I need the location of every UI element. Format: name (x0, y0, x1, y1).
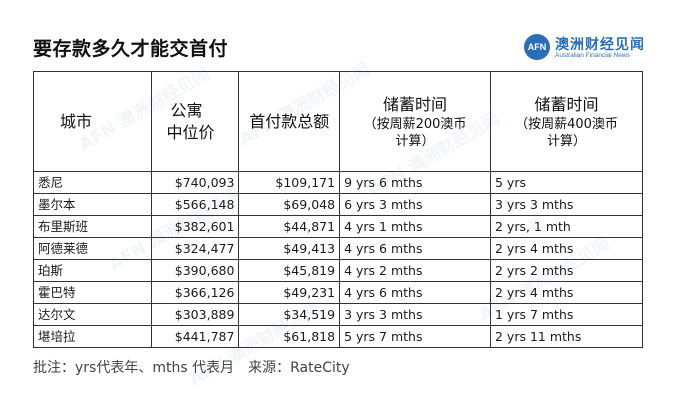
cell-save400: 2 yrs 11 mths (490, 325, 643, 348)
header-save-400: 储蓄时间 （按周薪400澳币 计算） (490, 71, 643, 172)
header-deposit: 首付款总额 (238, 71, 341, 172)
cell-save400: 2 yrs 4 mths (490, 237, 643, 260)
header-save400-title: 储蓄时间 (534, 94, 599, 114)
cell-city: 堪培拉 (32, 325, 153, 348)
table-row: 悉尼 $740,093 $109,171 9 yrs 6 mths 5 yrs (32, 171, 643, 194)
cell-save400: 5 yrs (490, 171, 643, 194)
table-body: 悉尼 $740,093 $109,171 9 yrs 6 mths 5 yrs … (32, 171, 643, 348)
footnote-note: 批注：yrs代表年、mths 代表月 (33, 360, 235, 376)
cell-city: 珀斯 (32, 259, 153, 282)
cell-save200: 4 yrs 1 mths (339, 215, 491, 238)
header-deposit-label: 首付款总额 (249, 111, 330, 131)
header-save400-sub2: 计算） (546, 133, 586, 149)
cell-median: $303,889 (151, 303, 240, 326)
header-median-line2: 中位价 (166, 122, 215, 142)
cell-save400: 2 yrs 4 mths (490, 281, 643, 304)
cell-deposit: $49,231 (238, 281, 341, 304)
table-row: 布里斯班 $382,601 $44,871 4 yrs 1 mths 2 yrs… (32, 215, 643, 238)
cell-deposit: $45,819 (238, 259, 341, 282)
cell-median: $740,093 (151, 171, 240, 194)
header-median-price: 公寓 中位价 (151, 71, 240, 172)
table-row: 达尔文 $303,889 $34,519 3 yrs 3 mths 1 yrs … (32, 303, 643, 326)
page-title: 要存款多久才能交首付 (33, 38, 229, 60)
cell-city: 墨尔本 (32, 193, 153, 216)
cell-city: 达尔文 (32, 303, 153, 326)
cell-deposit: $34,519 (238, 303, 341, 326)
header-save-200: 储蓄时间 （按周薪200澳币 计算） (339, 71, 491, 172)
header-city-label: 城市 (60, 111, 93, 131)
cell-deposit: $61,818 (238, 325, 341, 348)
footnote-source: 来源：RateCity (248, 360, 350, 376)
cell-save400: 2 yrs 2 mths (490, 259, 643, 282)
cell-deposit: $49,413 (238, 237, 341, 260)
savings-table: 城市 公寓 中位价 首付款总额 储蓄时间 （按周薪200澳币 计算） 储蓄时间 … (32, 71, 643, 348)
cell-deposit: $109,171 (238, 171, 341, 194)
cell-save200: 4 yrs 6 mths (339, 281, 491, 304)
cell-save400: 3 yrs 3 mths (490, 193, 643, 216)
brand-logo: AFN 澳洲财经见闻 Australian Financial News (524, 34, 664, 64)
afn-logo-icon: AFN (524, 34, 550, 60)
logo-name-cn: 澳洲财经见闻 (555, 37, 645, 53)
cell-city: 悉尼 (32, 171, 153, 194)
table-row: 堪培拉 $441,787 $61,818 5 yrs 7 mths 2 yrs … (32, 325, 643, 348)
cell-save200: 5 yrs 7 mths (339, 325, 491, 348)
cell-median: $366,126 (151, 281, 240, 304)
cell-save200: 4 yrs 6 mths (339, 237, 491, 260)
cell-deposit: $44,871 (238, 215, 341, 238)
cell-city: 阿德莱德 (32, 237, 153, 260)
cell-median: $382,601 (151, 215, 240, 238)
cell-median: $566,148 (151, 193, 240, 216)
header-median-line1: 公寓 (170, 100, 203, 120)
cell-save400: 2 yrs, 1 mth (490, 215, 643, 238)
cell-save200: 4 yrs 2 mths (339, 259, 491, 282)
cell-save400: 1 yrs 7 mths (490, 303, 643, 326)
table-row: 珀斯 $390,680 $45,819 4 yrs 2 mths 2 yrs 2… (32, 259, 643, 282)
cell-median: $324,477 (151, 237, 240, 260)
header-save200-sub1: （按周薪200澳币 (363, 116, 467, 132)
logo-name-en: Australian Financial News (555, 52, 630, 59)
header-save200-title: 储蓄时间 (383, 94, 448, 114)
table-row: 霍巴特 $366,126 $49,231 4 yrs 6 mths 2 yrs … (32, 281, 643, 304)
cell-save200: 3 yrs 3 mths (339, 303, 491, 326)
table-row: 墨尔本 $566,148 $69,048 6 yrs 3 mths 3 yrs … (32, 193, 643, 216)
cell-deposit: $69,048 (238, 193, 341, 216)
header-save400-sub1: （按周薪400澳币 (515, 116, 618, 132)
footnote: 批注：yrs代表年、mths 代表月 来源：RateCity (33, 357, 350, 377)
table-header: 城市 公寓 中位价 首付款总额 储蓄时间 （按周薪200澳币 计算） 储蓄时间 … (32, 71, 643, 172)
cell-save200: 6 yrs 3 mths (339, 193, 491, 216)
header-row: 城市 公寓 中位价 首付款总额 储蓄时间 （按周薪200澳币 计算） 储蓄时间 … (32, 71, 643, 172)
cell-median: $441,787 (151, 325, 240, 348)
header-city: 城市 (32, 71, 153, 172)
cell-median: $390,680 (151, 259, 240, 282)
cell-city: 霍巴特 (32, 281, 153, 304)
table-row: 阿德莱德 $324,477 $49,413 4 yrs 6 mths 2 yrs… (32, 237, 643, 260)
cell-city: 布里斯班 (32, 215, 153, 238)
cell-save200: 9 yrs 6 mths (339, 171, 491, 194)
header-save200-sub2: 计算） (395, 133, 435, 149)
